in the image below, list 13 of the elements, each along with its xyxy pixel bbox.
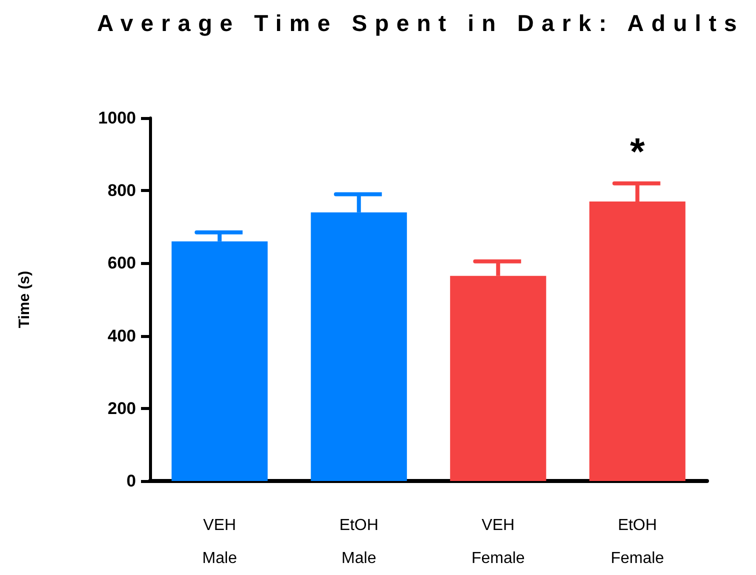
y-tick-label: 1000 <box>98 108 136 128</box>
annotation: * <box>630 131 645 174</box>
x-tick-label: VEH Female <box>471 517 525 567</box>
y-tick-label: 800 <box>108 181 136 200</box>
y-tick-label: 0 <box>126 472 136 490</box>
chart-title: Average Time Spent in Dark: Adults <box>97 10 744 37</box>
x-tick-label: EtOH Male <box>339 517 378 567</box>
y-axis-title: Time (s) <box>16 270 33 328</box>
y-tick-label: 600 <box>108 254 136 273</box>
y-tick-label: 400 <box>108 326 136 346</box>
x-tick-label: EtOH Female <box>610 517 664 567</box>
y-tick-label: 200 <box>108 398 136 418</box>
x-tick-label: VEH Male <box>202 517 238 567</box>
